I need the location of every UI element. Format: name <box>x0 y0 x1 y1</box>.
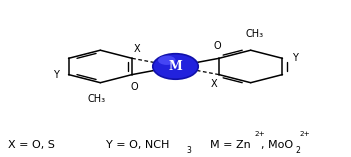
Text: M: M <box>168 60 183 73</box>
Text: 2: 2 <box>296 146 300 155</box>
Text: CH₃: CH₃ <box>88 94 106 104</box>
Text: X: X <box>134 44 141 54</box>
Ellipse shape <box>158 56 176 65</box>
Text: CH₃: CH₃ <box>245 29 263 39</box>
Text: Y: Y <box>292 53 298 63</box>
Text: 2+: 2+ <box>300 131 310 137</box>
Text: , MoO: , MoO <box>261 140 293 150</box>
Text: M = Zn: M = Zn <box>211 140 251 150</box>
Ellipse shape <box>153 54 198 79</box>
Text: O: O <box>130 81 138 92</box>
Text: Y = O, NCH: Y = O, NCH <box>106 140 169 150</box>
Text: 3: 3 <box>186 146 191 155</box>
Text: 2+: 2+ <box>254 131 265 137</box>
Text: X: X <box>210 79 217 89</box>
Text: X = O, S: X = O, S <box>8 140 54 150</box>
Text: Y: Y <box>53 70 59 80</box>
Text: O: O <box>213 41 221 51</box>
